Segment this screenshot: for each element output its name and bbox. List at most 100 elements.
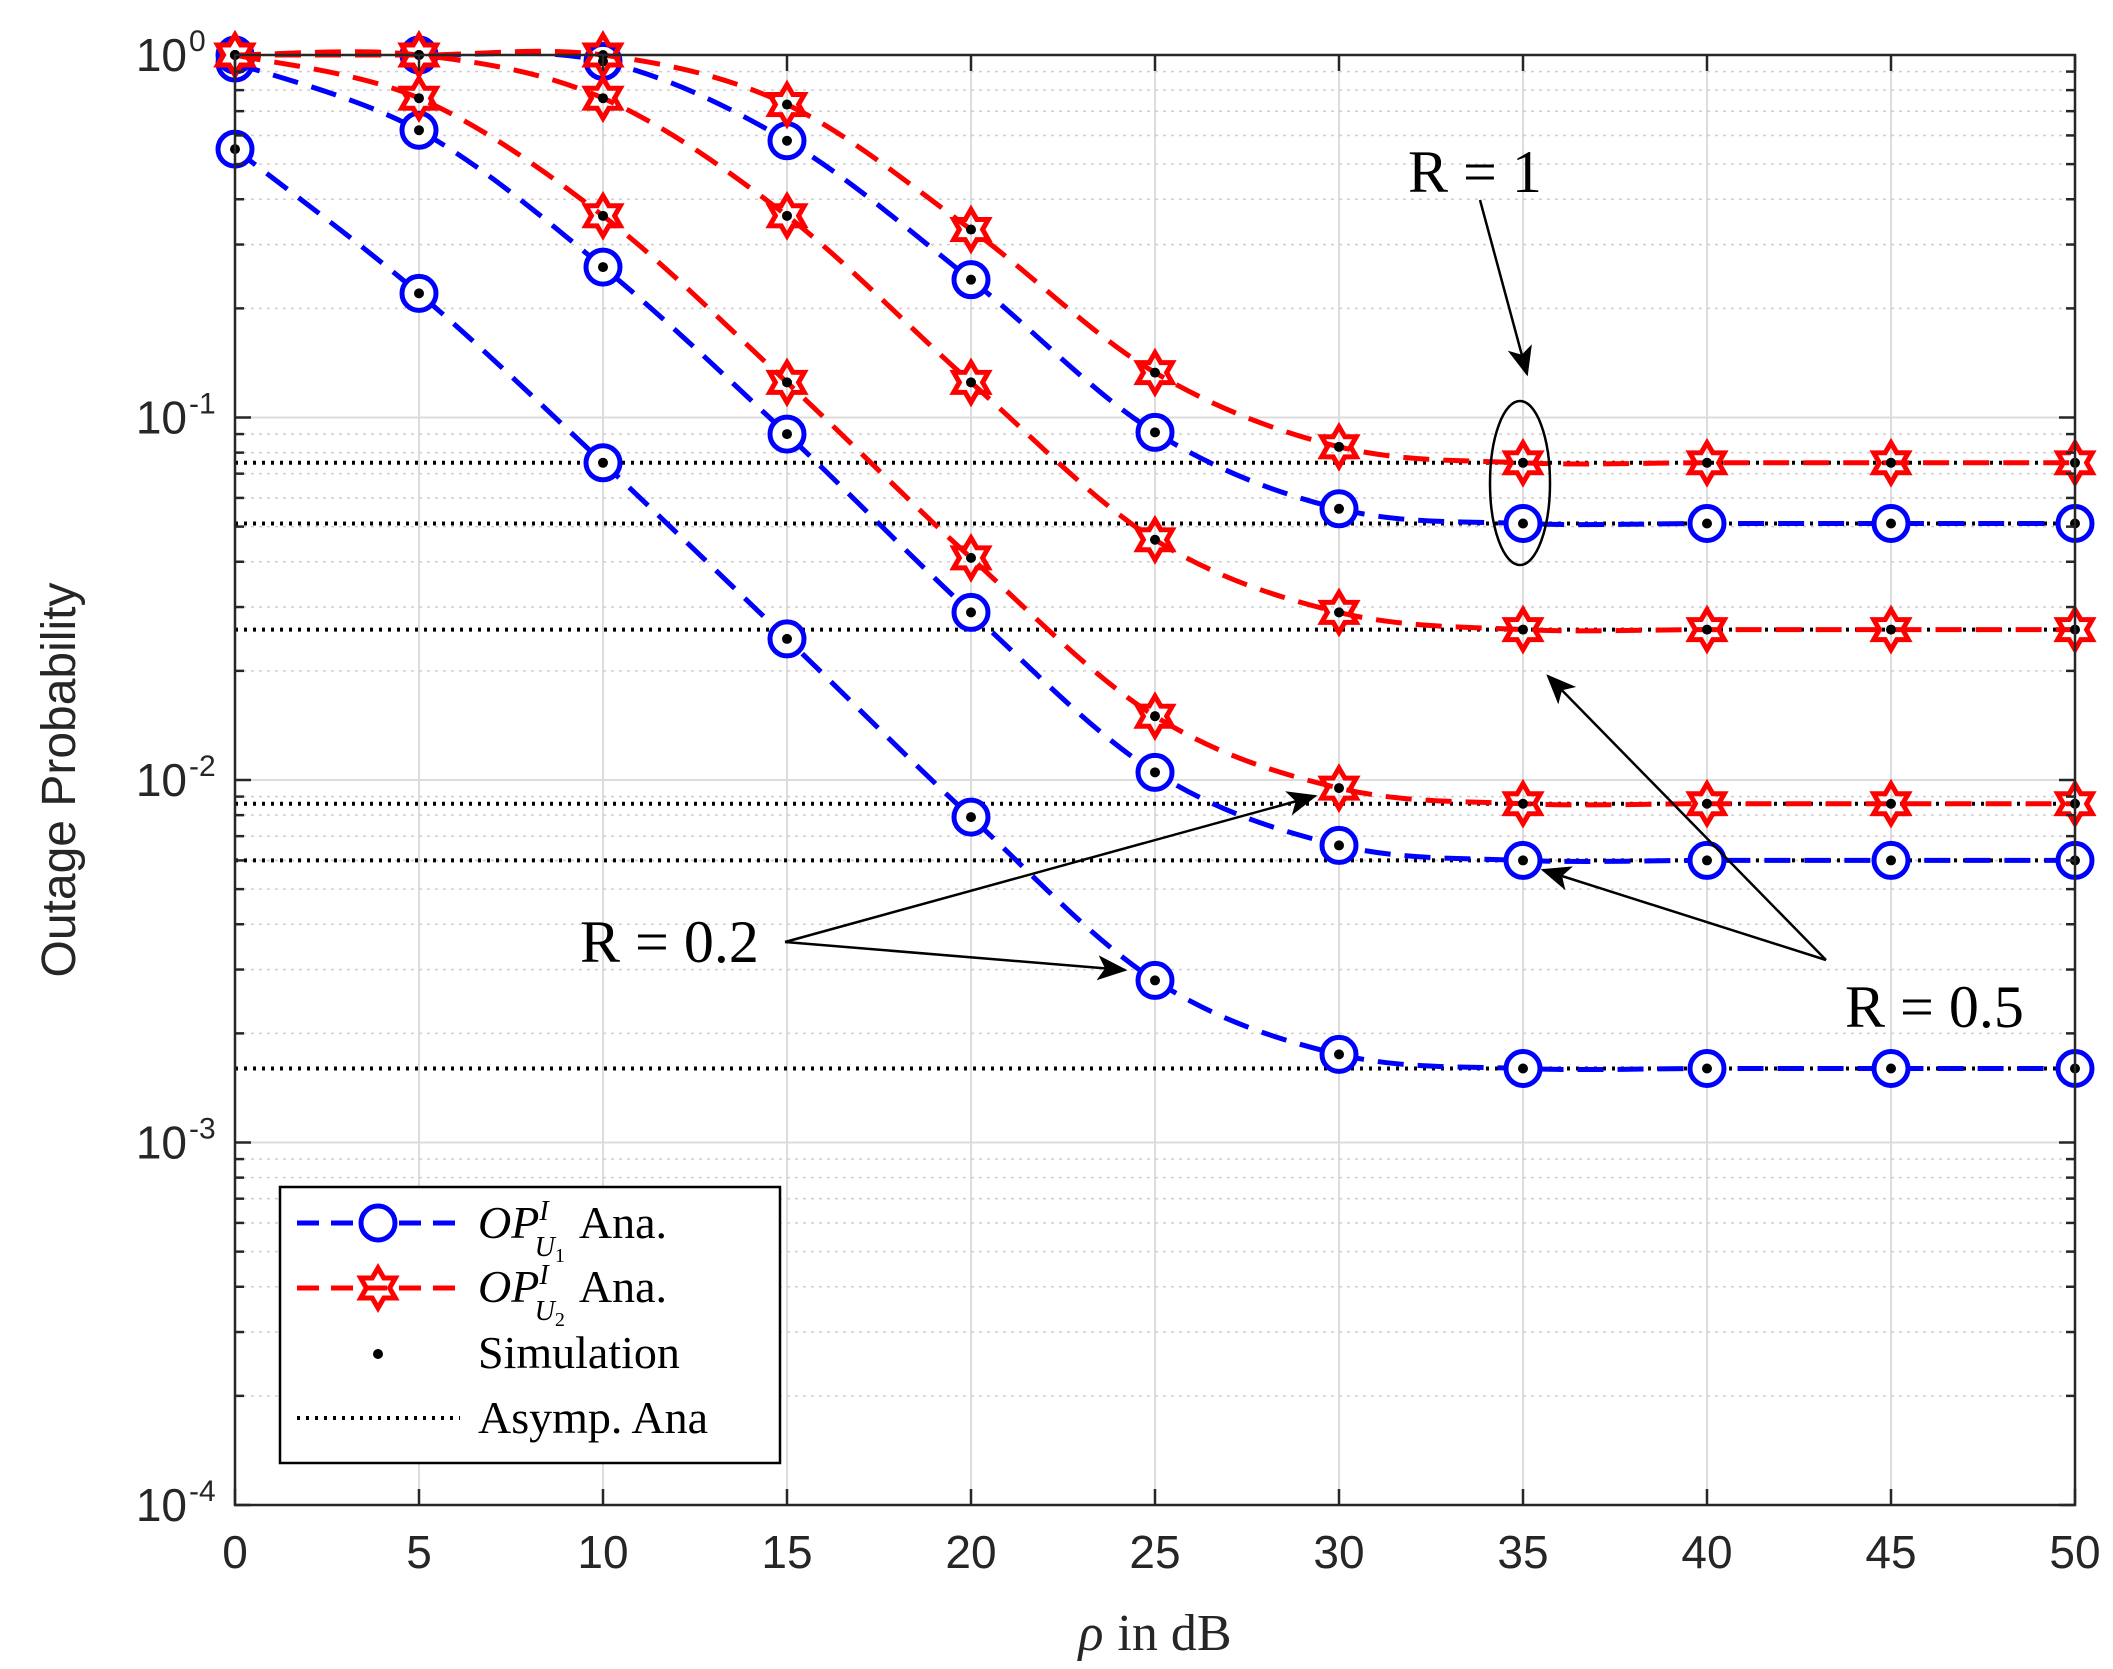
legend-entry-u2: OPI U2Ana.	[297, 1260, 667, 1331]
y-tick-label: 10	[136, 1479, 187, 1531]
hexagram-marker	[949, 357, 993, 408]
x-tick-label: 25	[1129, 1526, 1180, 1578]
series-line	[234, 49, 2075, 634]
series-line	[234, 52, 2075, 808]
hexagram-marker	[1685, 778, 1729, 829]
simulation-point	[598, 93, 608, 104]
simulation-point	[1150, 534, 1160, 545]
simulation-point	[1702, 624, 1712, 635]
simulation-point	[966, 812, 976, 823]
annotation-r1: R = 1	[1408, 139, 1542, 205]
simulation-point	[1334, 840, 1344, 851]
x-axis-title: ρ in dB	[1076, 1605, 1231, 1662]
simulation-point	[598, 262, 608, 273]
hexagram-marker	[1501, 778, 1545, 829]
legend-u2-math: OP	[478, 1261, 539, 1312]
y-tick-base: 10	[136, 392, 187, 444]
y-tick-base: 10	[136, 754, 187, 806]
simulation-point	[782, 429, 792, 440]
arrow-r02-a	[784, 791, 1318, 944]
hexagram-marker	[949, 532, 993, 583]
simulation-point	[598, 457, 608, 468]
x-tick-label: 15	[761, 1526, 812, 1578]
series-u2-rate-1	[213, 30, 2097, 488]
simulation-point	[414, 288, 424, 299]
hexagram-marker	[1501, 604, 1545, 655]
simulation-point	[1334, 783, 1344, 794]
y-tick-label: 10	[136, 1117, 187, 1169]
y-tick-base: 10	[136, 1117, 187, 1169]
simulation-point	[1886, 518, 1896, 529]
hexagram-marker	[1869, 778, 1913, 829]
legend: OPI U1Ana. OPI U2Ana. Simulation Asymp. An…	[278, 1185, 782, 1465]
hexagram-marker	[397, 73, 441, 124]
hexagram-marker	[765, 79, 809, 130]
y-tick-label: 10	[136, 392, 187, 444]
x-tick-labels: 0 5 10 15 20 25 30 35 40 45 50	[222, 1526, 2100, 1578]
simulation-point	[414, 93, 424, 104]
simulation-point	[1886, 1063, 1896, 1074]
annotation-r05: R = 0.5	[1845, 974, 2024, 1040]
simulation-point	[1702, 855, 1712, 866]
arrow-r02-b	[784, 940, 1128, 981]
simulation-point	[1886, 798, 1896, 809]
hexagram-marker	[1685, 437, 1729, 488]
legend-entry-asymptote: Asymp. Ana	[297, 1392, 708, 1443]
arrow-r05-b	[1540, 866, 1827, 962]
legend-u1-math: OP	[478, 1197, 539, 1248]
simulation-point	[1702, 457, 1712, 468]
y-tick-base: 10	[136, 1479, 187, 1531]
hexagram-marker	[1869, 604, 1913, 655]
x-tick-label: 10	[577, 1526, 628, 1578]
simulation-point	[1150, 427, 1160, 438]
simulation-point	[1518, 518, 1528, 529]
hexagram-marker	[1133, 691, 1177, 742]
simulation-point	[966, 607, 976, 618]
simulation-point	[1334, 441, 1344, 452]
hexagram-marker	[581, 30, 625, 80]
simulation-point	[1150, 711, 1160, 722]
legend-circle-marker	[358, 1203, 398, 1243]
annotations: R = 1 R = 0.5 R = 0.2	[580, 139, 2024, 1040]
x-axis-symbol: ρ	[1076, 1605, 1103, 1662]
hexagram-marker	[581, 190, 625, 241]
legend-u1-text: Ana.	[579, 1197, 667, 1248]
x-tick-label: 5	[406, 1526, 432, 1578]
simulation-point	[1334, 503, 1344, 514]
arrow-r1	[1478, 199, 1532, 377]
y-axis-title: Outage Probability	[33, 583, 86, 978]
y-tick-label: 10	[136, 29, 187, 81]
hexagram-marker	[1501, 437, 1545, 488]
series-u1-rate-0_5	[215, 43, 2095, 880]
simulation-point	[966, 224, 976, 235]
x-tick-label: 40	[1681, 1526, 1732, 1578]
x-tick-label: 20	[945, 1526, 996, 1578]
simulation-point	[1518, 855, 1528, 866]
simulation-point	[1886, 624, 1896, 635]
legend-u2-text: Ana.	[579, 1261, 667, 1312]
simulation-point	[1518, 624, 1528, 635]
simulation-point	[1518, 1063, 1528, 1074]
y-tick-exponent: -3	[189, 1113, 216, 1146]
arrow-r05-a	[1546, 674, 1827, 961]
legend-dot-marker	[373, 1349, 383, 1359]
legend-sim-text: Simulation	[478, 1327, 680, 1378]
legend-hexagram-marker	[356, 1263, 400, 1313]
simulation-point	[782, 210, 792, 221]
hexagram-marker	[949, 204, 993, 255]
x-axis-label: in dB	[1117, 1605, 1231, 1662]
hexagram-marker	[1317, 763, 1361, 814]
simulation-point	[782, 633, 792, 644]
simulation-point	[782, 377, 792, 388]
hexagram-marker	[765, 357, 809, 408]
simulation-point	[1702, 1063, 1712, 1074]
series-line	[234, 60, 2075, 865]
x-tick-label: 0	[222, 1526, 248, 1578]
simulation-point	[966, 552, 976, 563]
y-tick-exponent: -1	[189, 388, 216, 421]
simulation-point	[1334, 607, 1344, 618]
y-tick-label: 10	[136, 754, 187, 806]
hexagram-marker	[1317, 587, 1361, 638]
